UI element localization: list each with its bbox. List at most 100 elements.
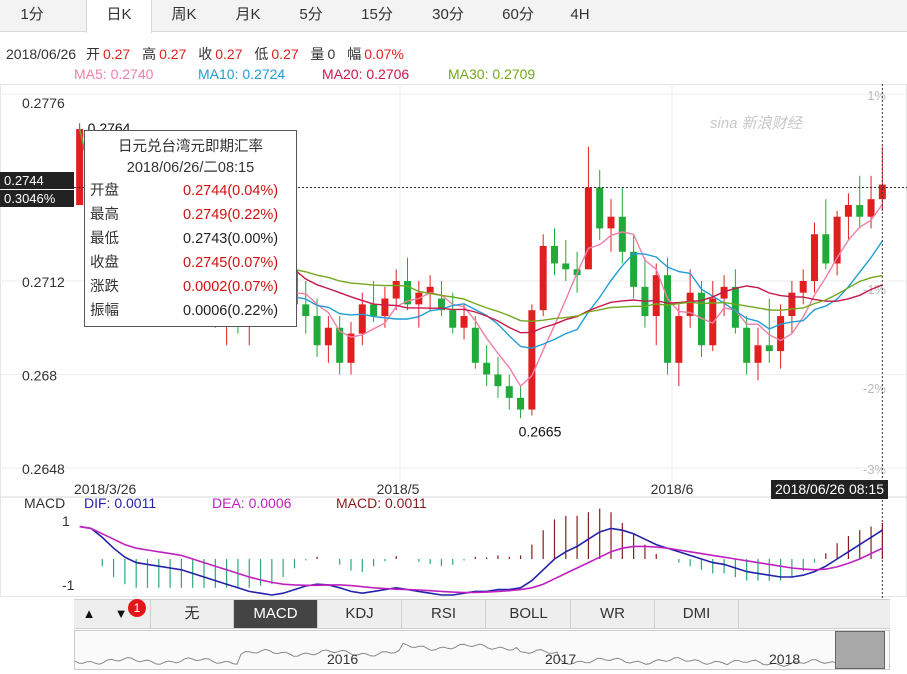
tooltip-key: 收盘 (90, 255, 119, 271)
candle-body (483, 362, 491, 375)
navigator-year-label: 2018 (769, 651, 800, 667)
info-low-label: 低 (254, 46, 269, 62)
macd-tick-label: 1 (62, 513, 70, 529)
candle-body (596, 187, 604, 229)
candle-body (788, 292, 796, 317)
navigator-year-label: 2016 (327, 651, 358, 667)
macd-macd: MACD: 0.0011 (336, 495, 427, 511)
tooltip-value: 0.0002(0.07%) (183, 279, 279, 295)
x-tick-label: 2018/3/26 (74, 481, 136, 497)
arrow-down-button[interactable]: ▼ (114, 606, 128, 621)
range-navigator[interactable]: 2016 2017 2018 (74, 630, 890, 670)
candle-body (686, 292, 694, 317)
candle-body (720, 286, 728, 299)
tooltip-value: 0.0006(0.22%) (183, 303, 279, 319)
indicator-button-kdj[interactable]: KDJ (318, 600, 402, 628)
tab-3[interactable]: 月K (235, 6, 261, 23)
kline-chart[interactable]: sina 新浪财经 0.2776 0.2712 0.268 0.2648 1% -1% -2%… (0, 84, 907, 598)
candle-body (743, 327, 751, 363)
candle-body (528, 310, 536, 410)
info-close: 0.27 (215, 46, 243, 62)
y-tick-label: 0.2648 (22, 461, 65, 477)
info-change-label: 幅 (347, 46, 362, 62)
candle-body (618, 216, 626, 252)
candle-body (844, 205, 852, 217)
crosshair-date-tag: 2018/06/26 08:15 (771, 480, 888, 499)
candle-body (811, 234, 819, 281)
macd-dif-line (79, 525, 883, 596)
candle-body (426, 286, 434, 293)
candle-body (404, 281, 412, 305)
candle-body (777, 316, 785, 352)
tooltip-title: 日元兑台湾元即期汇率 (118, 139, 263, 155)
tooltip-row: 振幅 0.0006(0.22%) (85, 299, 296, 323)
tab-6[interactable]: 30分 (432, 6, 464, 23)
tab-7[interactable]: 60分 (502, 6, 534, 23)
notification-badge: 1 (128, 599, 146, 617)
info-open: 0.27 (102, 46, 131, 62)
candle-body (550, 245, 558, 264)
y-tick-label: 0.2776 (22, 95, 65, 111)
min-price-annotation: 0.2665 (519, 423, 562, 439)
arrow-up-button[interactable]: ▲ (82, 606, 96, 621)
tooltip-key: 振幅 (90, 303, 119, 319)
pct-tick-label: -1% (863, 282, 887, 297)
tooltip-key: 最低 (90, 231, 119, 247)
macd-dif: DIF: 0.0011 (84, 495, 157, 511)
candle-body (471, 327, 479, 363)
candle-body (562, 263, 570, 270)
tab-5[interactable]: 15分 (361, 6, 393, 23)
tooltip-value: 0.2744(0.04%) (183, 183, 279, 199)
indicator-button-dmi[interactable]: DMI (655, 600, 739, 628)
indicator-button-boll[interactable]: BOLL (487, 600, 571, 628)
candle-body (392, 281, 400, 299)
tab-1[interactable]: 日K (86, 0, 152, 33)
indicator-button-macd[interactable]: MACD (234, 600, 318, 628)
tab-2[interactable]: 周K (171, 6, 197, 23)
info-low: 0.27 (271, 46, 299, 62)
ma20-label: MA20: 0.2706 (322, 66, 410, 82)
macd-dea: DEA: 0.0006 (212, 495, 292, 511)
navigator-year-label: 2017 (545, 651, 576, 667)
info-high: 0.27 (159, 46, 187, 62)
candle-body (358, 304, 366, 334)
current-price-tag: 0.2744 (0, 172, 74, 189)
indicator-button-wr[interactable]: WR (571, 600, 655, 628)
tab-8[interactable]: 4H (570, 6, 590, 23)
candle-body (76, 129, 84, 206)
tab-4[interactable]: 5分 (299, 6, 323, 23)
tooltip-value: 0.2743(0.00%) (183, 231, 279, 247)
tooltip-value: 0.2745(0.07%) (183, 255, 279, 271)
tooltip-key: 开盘 (90, 183, 119, 199)
pct-tick-label: -3% (863, 462, 887, 477)
candle-body (754, 345, 762, 363)
y-tick-label: 0.268 (22, 368, 57, 384)
candle-body (370, 304, 378, 317)
info-high-label: 高 (142, 46, 157, 62)
pct-tick-label: -2% (863, 381, 887, 396)
tab-0[interactable]: 1分 (20, 6, 44, 23)
macd-name: MACD (24, 495, 66, 511)
tooltip-row: 最高 0.2749(0.22%) (85, 203, 296, 227)
macd-dea-line (79, 525, 883, 594)
candle-body (449, 310, 457, 328)
info-volume-label: 量 (310, 46, 325, 62)
indicator-bar: ▲ ▼ 无 MACD KDJ RSI BOLL WR DMI (74, 599, 890, 629)
candle-body (505, 386, 513, 398)
indicator-button-rsi[interactable]: RSI (402, 600, 486, 628)
candle-body (324, 327, 332, 346)
candle-body (302, 304, 310, 317)
candle-body (517, 397, 525, 410)
candle-body (313, 316, 321, 346)
indicator-button-无[interactable]: 无 (150, 600, 234, 628)
candle-body (731, 286, 739, 328)
y-tick-label: 0.2712 (22, 274, 65, 290)
info-open-label: 开 (85, 46, 100, 62)
info-volume: 0 (327, 46, 336, 62)
x-tick-label: 2018/5 (377, 481, 420, 497)
navigator-sparkline: 2016 2017 2018 (74, 642, 886, 667)
candle-body (437, 298, 445, 311)
navigator-handle[interactable] (835, 631, 885, 669)
candle-body (765, 345, 773, 352)
